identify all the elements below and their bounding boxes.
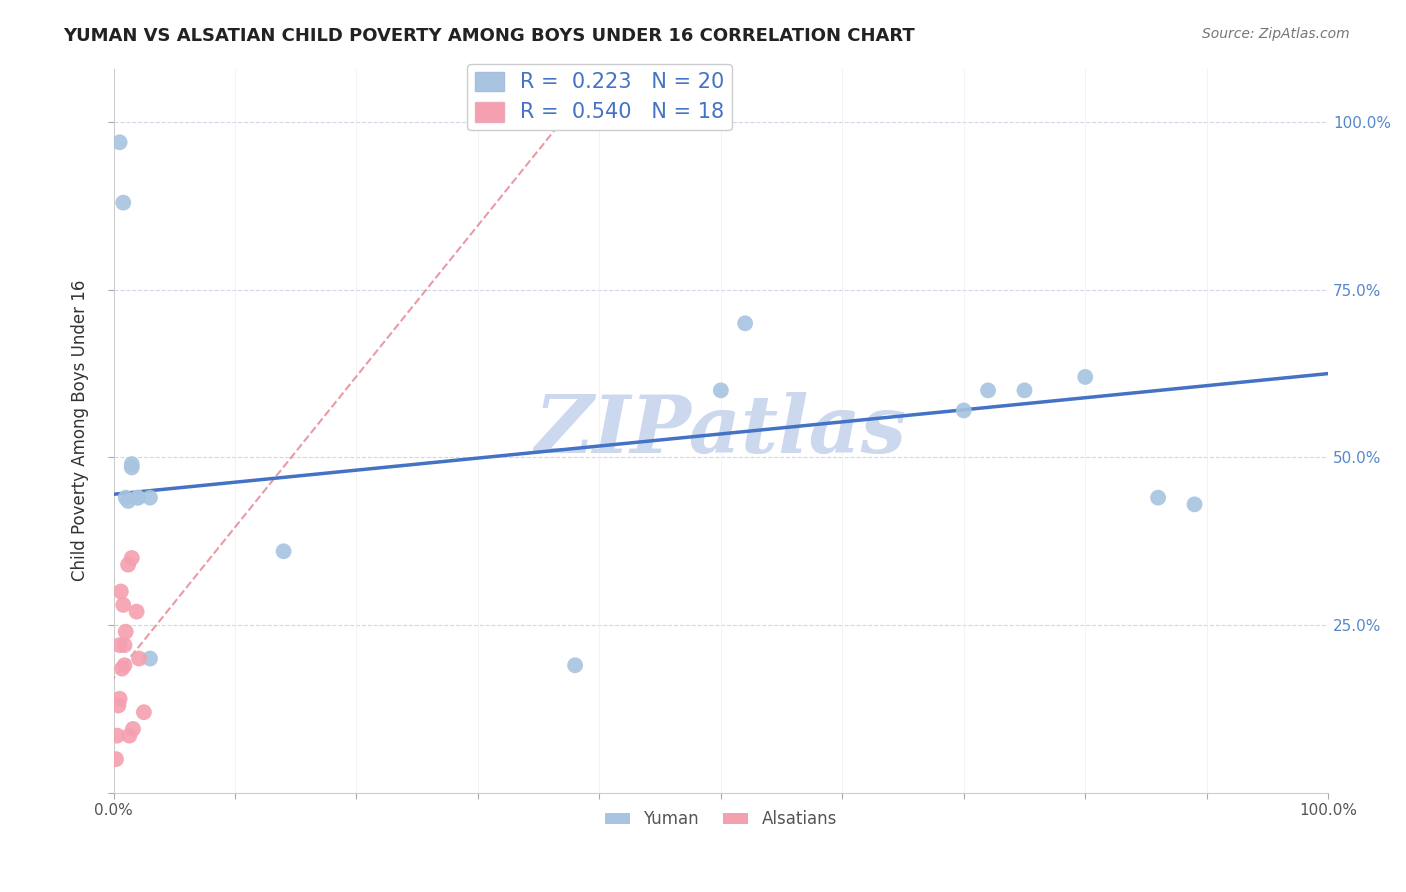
Point: [114, 624, 136, 639]
Point: [1147, 491, 1170, 505]
Point: [117, 558, 139, 572]
Point: [139, 491, 162, 505]
Point: [112, 195, 135, 210]
Point: [105, 729, 128, 743]
Text: ZIPatlas: ZIPatlas: [534, 392, 907, 469]
Y-axis label: Child Poverty Among Boys Under 16: Child Poverty Among Boys Under 16: [72, 280, 89, 582]
Point: [121, 551, 143, 566]
Point: [107, 698, 129, 713]
Point: [710, 384, 733, 398]
Point: [110, 584, 132, 599]
Text: YUMAN VS ALSATIAN CHILD POVERTY AMONG BOYS UNDER 16 CORRELATION CHART: YUMAN VS ALSATIAN CHILD POVERTY AMONG BO…: [63, 27, 915, 45]
Point: [121, 460, 143, 475]
Point: [734, 316, 756, 330]
Point: [117, 494, 139, 508]
Point: [952, 403, 974, 417]
Point: [114, 638, 136, 652]
Point: [1184, 497, 1206, 511]
Point: [125, 605, 148, 619]
Point: [104, 752, 127, 766]
Point: [139, 651, 162, 665]
Point: [114, 658, 136, 673]
Point: [1074, 370, 1097, 384]
Point: [112, 598, 135, 612]
Point: [273, 544, 295, 558]
Point: [122, 722, 145, 736]
Point: [108, 638, 131, 652]
Legend: Yuman, Alsatians: Yuman, Alsatians: [598, 804, 844, 835]
Point: [127, 491, 149, 505]
Point: [564, 658, 586, 673]
Point: [127, 491, 149, 505]
Point: [132, 705, 155, 719]
Point: [1014, 384, 1036, 398]
Point: [977, 384, 1000, 398]
Point: [108, 136, 131, 150]
Point: [121, 457, 143, 471]
Text: Source: ZipAtlas.com: Source: ZipAtlas.com: [1202, 27, 1350, 41]
Point: [108, 691, 131, 706]
Point: [114, 491, 136, 505]
Point: [111, 662, 134, 676]
Point: [118, 729, 141, 743]
Point: [128, 651, 150, 665]
